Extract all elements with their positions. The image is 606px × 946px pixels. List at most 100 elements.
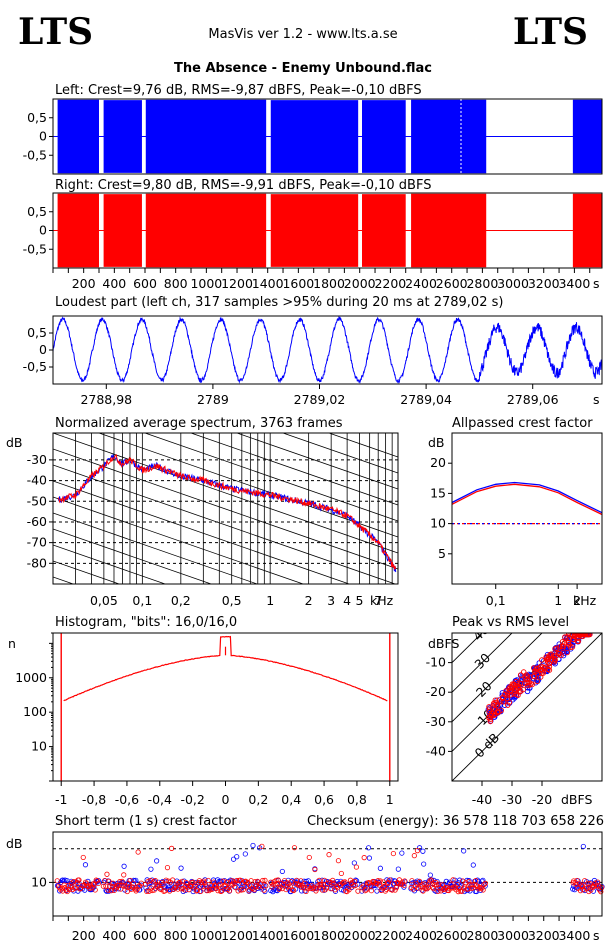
point-right <box>288 879 294 885</box>
point-right <box>574 633 580 638</box>
point-right <box>507 684 513 690</box>
x-tick-label: 3000 <box>497 928 529 943</box>
point-right <box>448 881 454 888</box>
y-tick-label: -30 <box>27 452 47 467</box>
point-right <box>76 877 82 883</box>
point-right <box>117 879 123 885</box>
x-tick-label: 2789,06 <box>507 392 559 407</box>
slope-line <box>143 433 398 522</box>
waveform-segment <box>362 100 406 173</box>
point-right <box>517 683 523 690</box>
point-left <box>130 877 137 883</box>
point-right <box>144 888 150 894</box>
crest-diagonal <box>452 633 543 723</box>
y-tick-label: 5 <box>438 546 446 561</box>
x-tick-label: 0,6 <box>314 792 334 807</box>
point-right <box>480 887 486 893</box>
point-right <box>415 885 421 891</box>
point-left <box>288 888 294 895</box>
slope-line <box>97 433 398 538</box>
y-tick-label: -60 <box>27 514 47 529</box>
point-right <box>355 888 361 894</box>
point-right <box>592 880 598 886</box>
point-right <box>135 849 141 855</box>
point-right <box>380 879 386 885</box>
point-right <box>577 888 584 894</box>
plot-frame <box>52 831 603 917</box>
y-tick-label: 0 <box>39 223 47 238</box>
point-right <box>121 872 127 878</box>
point-right <box>314 886 320 892</box>
point-left <box>510 696 516 703</box>
point-right <box>308 885 314 892</box>
point-right <box>574 877 580 884</box>
point-right <box>450 877 456 883</box>
point-right <box>151 887 157 893</box>
waveform-segment <box>103 194 142 267</box>
right-channel-title: Right: Crest=9,80 dB, RMS=-9,91 dBFS, Pe… <box>55 178 431 193</box>
point-left <box>415 879 421 885</box>
y-tick-label: -0,5 <box>23 241 47 256</box>
point-right <box>110 880 116 886</box>
x-tick-label: 3400 <box>558 928 590 943</box>
y-tick-label: 100 <box>23 704 47 719</box>
point-right <box>312 866 318 873</box>
point-right <box>335 858 342 864</box>
y-tick-label: -80 <box>27 555 47 570</box>
x-tick-label: 2788,98 <box>80 392 132 407</box>
point-right <box>482 880 488 886</box>
point-right <box>377 878 383 884</box>
loudest-waveform-line <box>52 315 603 384</box>
x-tick-label: 0,2 <box>171 593 191 608</box>
point-right <box>492 699 498 706</box>
point-right <box>579 633 586 638</box>
diagonal-label: 30 <box>471 650 493 672</box>
point-right <box>120 883 126 889</box>
x-tick-label: 1400 <box>252 928 284 943</box>
x-tick-label: 0,5 <box>222 593 242 608</box>
point-right <box>220 878 226 884</box>
point-left <box>121 863 127 869</box>
x-tick-label: 1200 <box>221 928 253 943</box>
y-tick-label: 1000 <box>15 670 47 685</box>
point-right <box>318 881 324 887</box>
point-right <box>238 887 244 893</box>
point-right <box>582 878 588 884</box>
point-right <box>256 884 262 890</box>
x-tick-label: 2000 <box>344 928 376 943</box>
peak-rms-title: Peak vs RMS level <box>452 615 569 630</box>
point-left <box>365 845 372 851</box>
x-tick-label: 800 <box>164 276 188 291</box>
point-right <box>432 882 438 888</box>
slope-line <box>235 433 398 490</box>
y-tick-label: 0,5 <box>27 325 47 340</box>
point-right <box>352 882 358 889</box>
histogram-plot: 1000 100 10 -1 -0,8 -0,6 -0,4 -0,2 0 0,2 0,4 0,6 0,8… <box>15 632 399 807</box>
point-right <box>564 649 571 656</box>
x-tick-label: -0,8 <box>82 792 106 807</box>
waveform-segment <box>270 100 359 173</box>
point-right <box>499 695 506 702</box>
x-tick-label: 2400 <box>405 276 437 291</box>
point-right <box>175 886 181 892</box>
point-right <box>246 888 252 894</box>
diagonal-label: 40 <box>470 622 492 644</box>
point-left <box>160 878 166 885</box>
point-left <box>239 878 245 884</box>
x-tick-label: 200 <box>72 928 96 943</box>
point-right <box>551 656 558 663</box>
y-tick-label: 0 <box>39 342 47 357</box>
point-right <box>385 879 392 886</box>
point-right <box>517 672 524 678</box>
x-tick-label: 2 <box>573 593 581 608</box>
spectrum-title: Normalized average spectrum, 3763 frames <box>55 416 343 431</box>
x-tick-label: -0,2 <box>180 792 204 807</box>
x-tick-label: -40 <box>472 792 492 807</box>
point-right <box>517 680 524 687</box>
point-right <box>487 712 493 719</box>
point-right <box>466 879 472 885</box>
x-tick-label: 1600 <box>282 276 314 291</box>
point-right <box>360 883 366 889</box>
point-right <box>572 633 579 638</box>
